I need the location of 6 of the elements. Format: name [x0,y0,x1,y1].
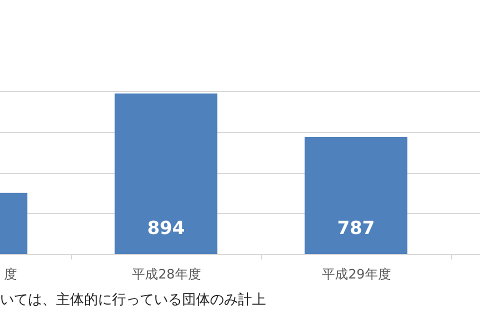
data-label: 787 [337,218,375,239]
x-tick-label: 平成29年度 [322,266,391,282]
text: いては、主体的に行っている団体のみ計上 [0,291,266,309]
x-tick-label: 平成28年度 [132,266,201,282]
x-tick-label: 度 [4,266,17,282]
data-label: 894 [147,218,185,239]
